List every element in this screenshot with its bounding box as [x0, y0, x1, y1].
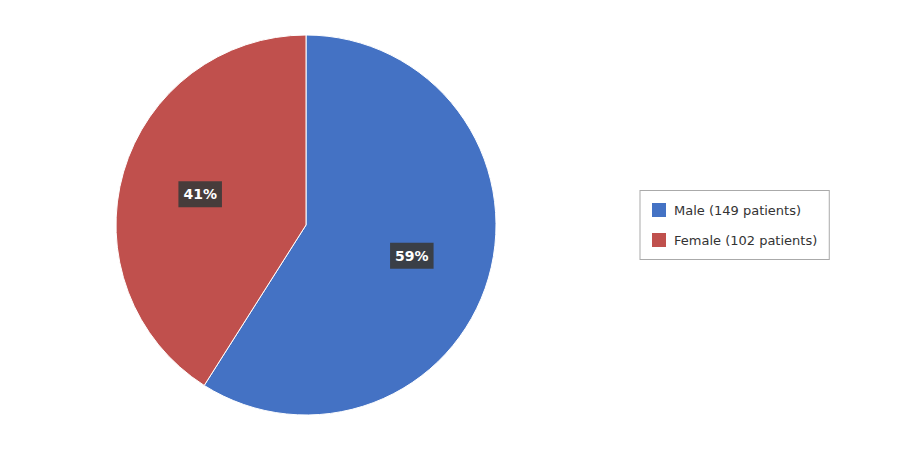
legend-item: Male (149 patients) [652, 203, 801, 218]
data-label-group: 41% [178, 181, 222, 207]
legend: Male (149 patients) Female (102 patients) [640, 191, 829, 260]
legend-label: Female (102 patients) [674, 233, 817, 248]
data-label: 41% [183, 186, 217, 202]
legend-swatch [652, 203, 666, 217]
chart-root: 59% 41% Male (149 patients) Female (102 pat… [0, 0, 900, 450]
legend-items: Male (149 patients) Female (102 patients) [652, 203, 817, 248]
legend-item: Female (102 patients) [652, 233, 817, 248]
pie [116, 35, 496, 415]
pie-slice [116, 35, 306, 385]
data-label: 59% [395, 248, 429, 264]
data-labels: 59% 41% [178, 181, 433, 268]
data-label-box [390, 243, 434, 269]
legend-swatch [652, 233, 666, 247]
data-label-box [178, 181, 222, 207]
legend-frame [640, 191, 829, 260]
legend-label: Male (149 patients) [674, 203, 801, 218]
data-label-group: 59% [390, 243, 434, 269]
